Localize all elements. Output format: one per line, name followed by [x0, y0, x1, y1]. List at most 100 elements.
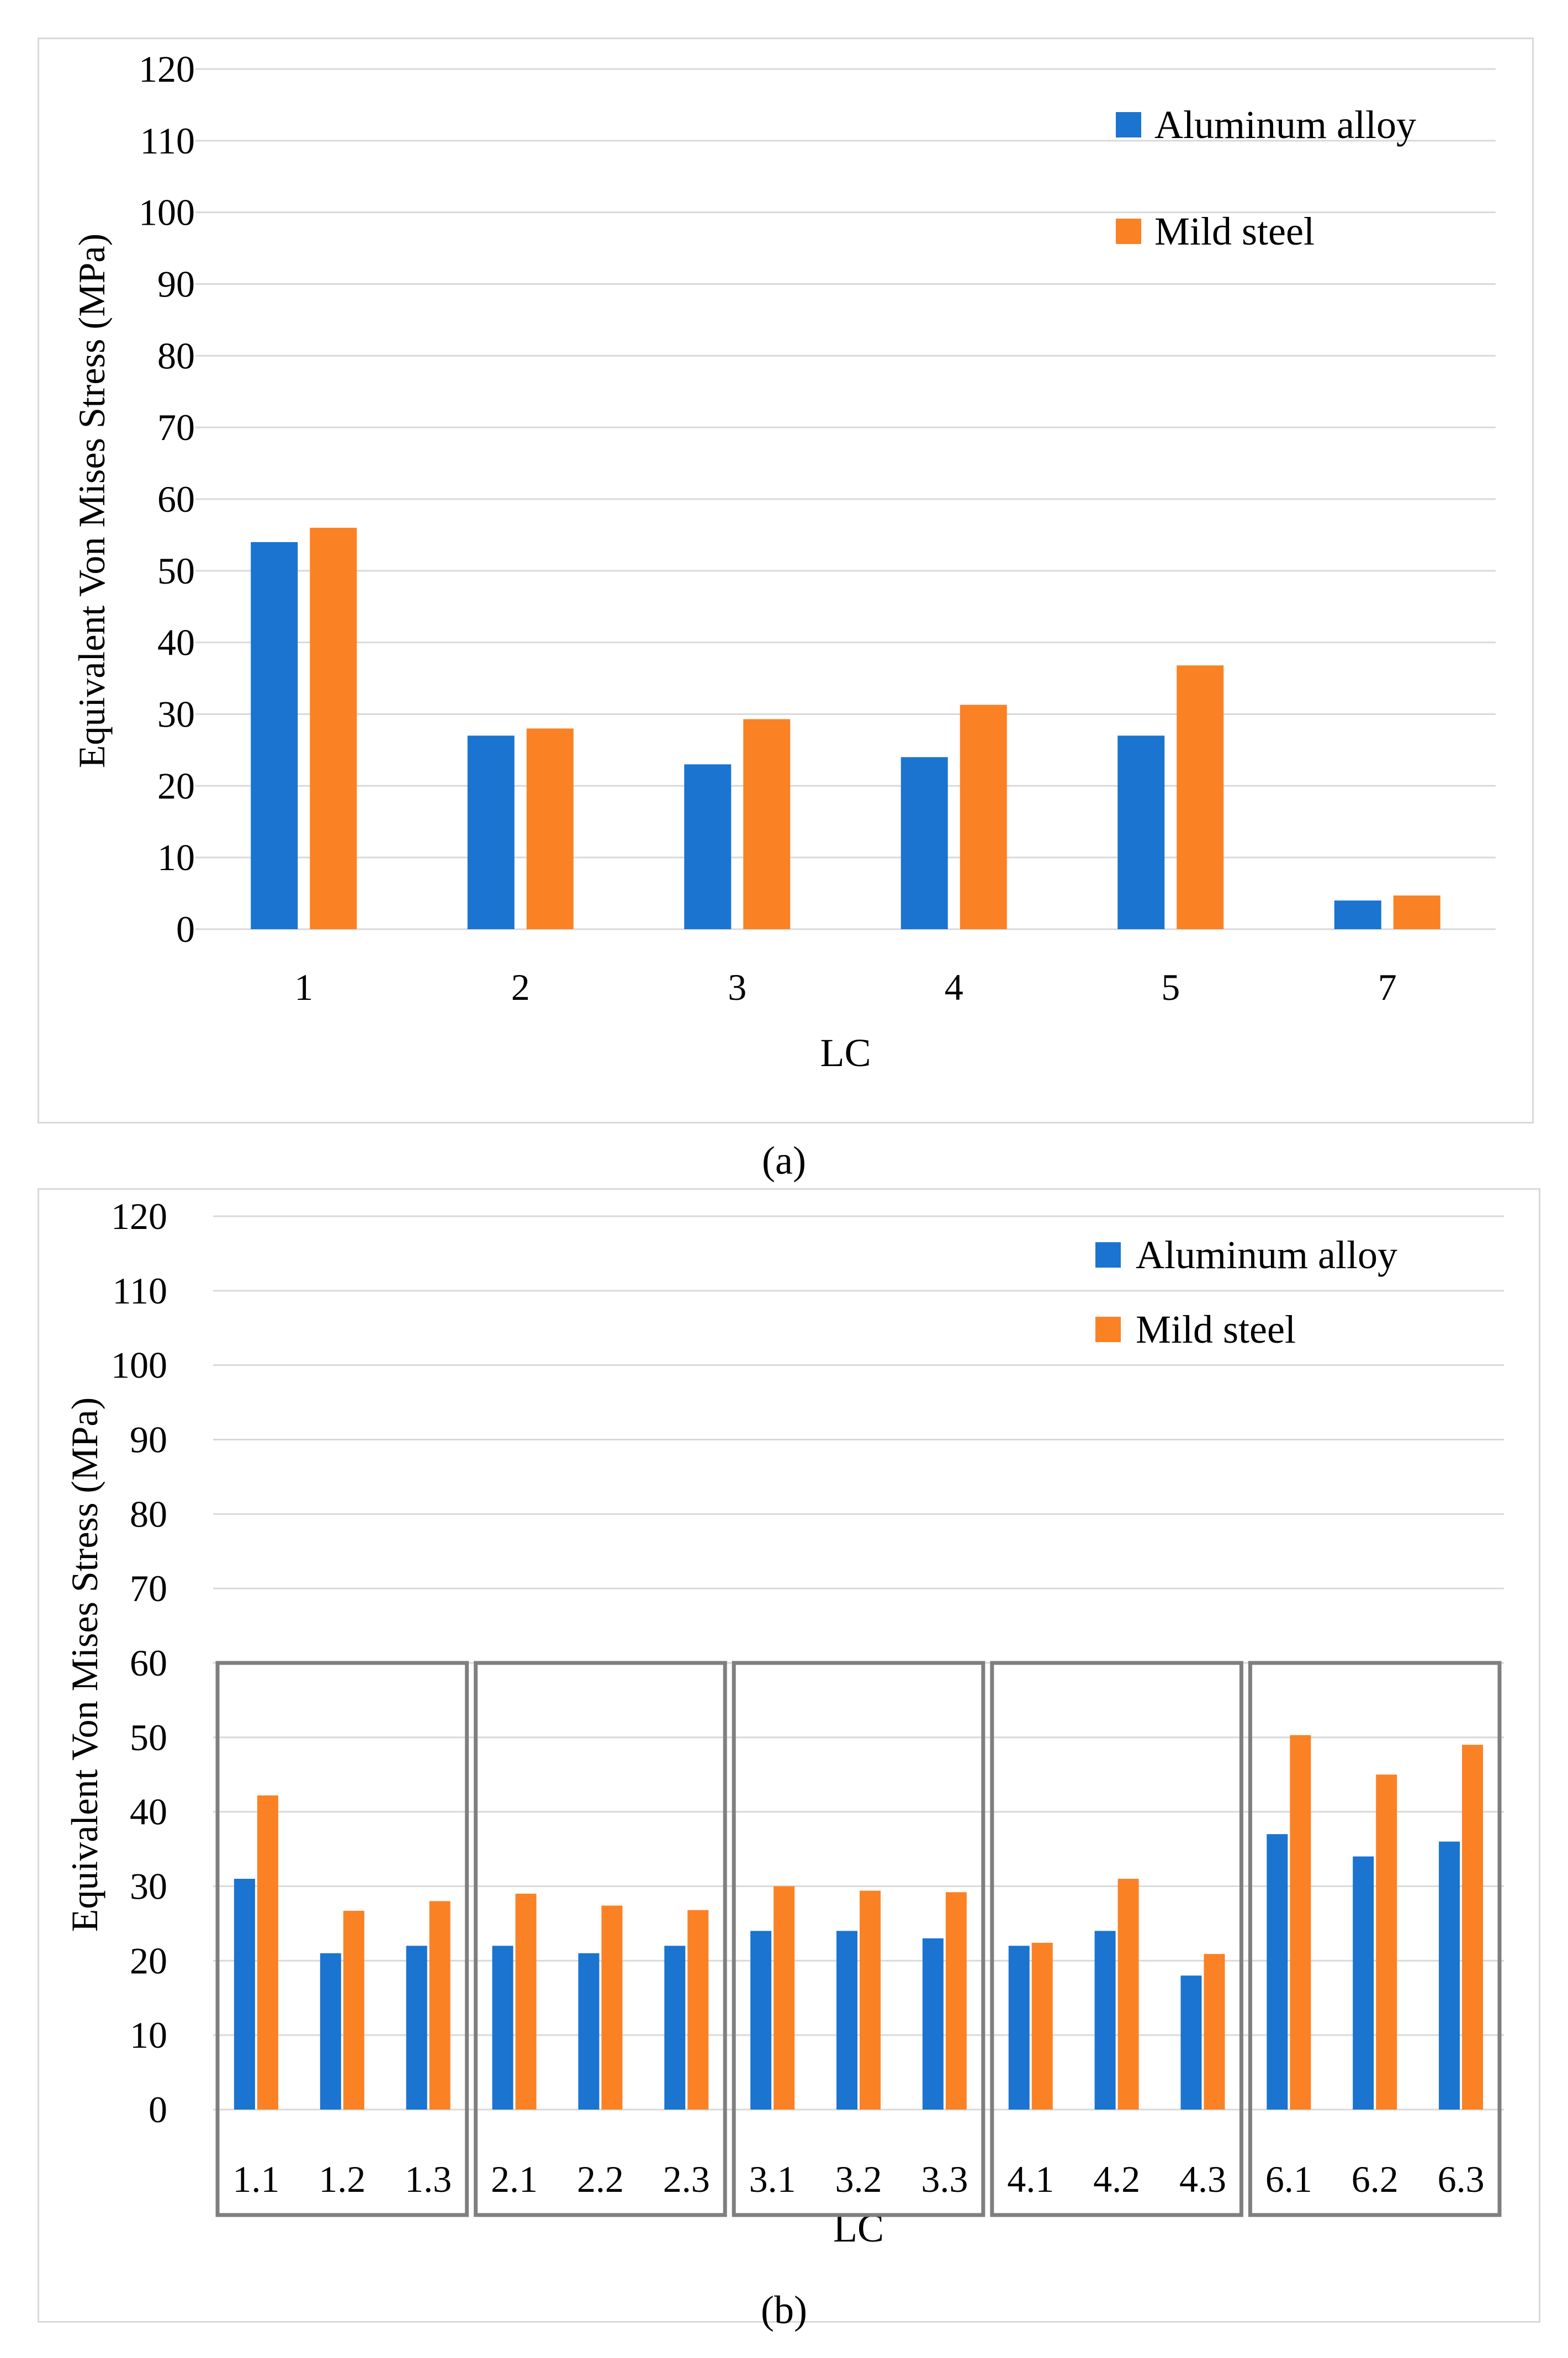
- x-tick-label: 3: [728, 966, 746, 1008]
- bar-aluminum-alloy-4.3: [1180, 1975, 1202, 2110]
- x-tick-label: 3.2: [835, 2158, 882, 2200]
- x-tick-label: 3.3: [921, 2158, 968, 2200]
- bar-aluminum-alloy-6.3: [1439, 1841, 1460, 2110]
- bar-mild-steel-1: [310, 527, 357, 929]
- bar-aluminum-alloy-2.1: [492, 1946, 513, 2110]
- group-box-2: [474, 1661, 727, 2217]
- bar-mild-steel-2.2: [601, 1905, 623, 2110]
- y-tick-label: 10: [130, 2014, 167, 2056]
- group-box-5: [1248, 1661, 1502, 2217]
- bar-mild-steel-3.2: [860, 1890, 881, 2110]
- y-tick-label: 60: [130, 1642, 167, 1684]
- x-tick-label: 7: [1378, 966, 1397, 1008]
- group-box-1: [215, 1661, 469, 2217]
- bar-mild-steel-2.3: [687, 1910, 709, 2110]
- bar-mild-steel-6.2: [1376, 1774, 1397, 2110]
- bar-aluminum-alloy-3.1: [750, 1931, 772, 2110]
- bar-mild-steel-3: [743, 719, 791, 929]
- bar-aluminum-alloy-4: [900, 757, 948, 929]
- x-tick-label: 2.1: [491, 2158, 538, 2200]
- x-tick-label: 1: [294, 966, 313, 1008]
- x-axis-label: LC: [820, 1031, 871, 1075]
- bar-aluminum-alloy-3.2: [836, 1931, 857, 2110]
- legend-label-mild-steel: Mild steel: [1154, 209, 1315, 253]
- bar-aluminum-alloy-6.2: [1353, 1856, 1374, 2110]
- chart-b-svg: 0 10 20 30 40 50 60 70 80 90 100 110 120 Equivalent V…: [63, 1195, 1504, 2250]
- bar-mild-steel-5: [1177, 665, 1224, 929]
- y-tick-label: 90: [157, 263, 195, 305]
- y-tick-label: 120: [139, 48, 195, 90]
- bar-mild-steel-6.3: [1462, 1745, 1484, 2110]
- y-axis-label: Equivalent Von Mises Stress (MPa): [63, 1397, 105, 1932]
- y-tick-label: 50: [157, 550, 195, 592]
- bar-mild-steel-2: [526, 728, 574, 929]
- y-tick-label: 30: [157, 693, 195, 735]
- bar-mild-steel-1.2: [343, 1910, 364, 2110]
- bar-mild-steel-1.1: [257, 1795, 278, 2110]
- group-box-3: [732, 1661, 986, 2217]
- legend-swatch-mild-steel: [1095, 1317, 1121, 1342]
- bar-mild-steel-4: [960, 704, 1007, 929]
- bar-aluminum-alloy-3: [684, 764, 732, 929]
- x-tick-label: 1.1: [232, 2158, 279, 2200]
- x-axis-label: LC: [833, 2206, 884, 2250]
- y-tick-label: 0: [149, 2089, 167, 2131]
- y-tick-label: 120: [111, 1195, 167, 1237]
- y-tick-label: 60: [157, 478, 195, 520]
- y-tick-label: 80: [157, 335, 195, 377]
- bar-aluminum-alloy-7: [1334, 900, 1381, 929]
- y-tick-label: 70: [130, 1567, 167, 1609]
- x-tick-label: 6.1: [1265, 2158, 1312, 2200]
- x-tick-label: 4.2: [1093, 2158, 1140, 2200]
- y-tick-label: 20: [130, 1940, 167, 1981]
- x-tick-label: 4.1: [1007, 2158, 1054, 2200]
- y-tick-label: 80: [130, 1493, 167, 1535]
- bar-aluminum-alloy-3.3: [922, 1938, 944, 2110]
- legend-label-aluminum-alloy: Aluminum alloy: [1136, 1233, 1397, 1277]
- bar-aluminum-alloy-1: [251, 542, 298, 929]
- bar-mild-steel-3.1: [774, 1886, 795, 2110]
- bar-mild-steel-3.3: [945, 1892, 967, 2110]
- y-tick-label: 20: [157, 765, 195, 807]
- x-tick-label: 2.2: [577, 2158, 624, 2200]
- y-tick-label: 0: [176, 908, 195, 950]
- bar-aluminum-alloy-2.3: [664, 1946, 686, 2110]
- bar-aluminum-alloy-6.1: [1267, 1834, 1288, 2110]
- bar-mild-steel-4.3: [1204, 1954, 1225, 2110]
- y-tick-label: 30: [130, 1866, 167, 1907]
- bar-mild-steel-6.1: [1290, 1735, 1311, 2110]
- bar-aluminum-alloy-2: [467, 735, 515, 929]
- y-tick-label: 50: [130, 1716, 167, 1758]
- y-tick-label: 110: [113, 1270, 167, 1312]
- bar-aluminum-alloy-2.2: [578, 1953, 600, 2110]
- y-tick-label: 40: [130, 1791, 167, 1833]
- bar-aluminum-alloy-4.1: [1008, 1946, 1030, 2110]
- caption-a: (a): [762, 1138, 806, 1183]
- y-tick-label: 70: [157, 406, 195, 448]
- chart-panel-a: 0 10 20 30 40 50 60 70 80 90 100 110 120 Equivalent V…: [38, 38, 1534, 1124]
- y-axis-label: Equivalent Von Mises Stress (MPa): [71, 234, 113, 768]
- y-tick-label: 110: [140, 120, 195, 162]
- x-tick-label: 2.3: [663, 2158, 710, 2200]
- y-tick-label: 100: [139, 192, 195, 234]
- legend-swatch-aluminum-alloy: [1095, 1242, 1121, 1268]
- x-tick-label: 1.3: [405, 2158, 452, 2200]
- bar-mild-steel-4.2: [1117, 1879, 1139, 2110]
- y-tick-label: 10: [157, 836, 195, 878]
- y-tick-label: 40: [157, 622, 195, 664]
- legend-swatch-mild-steel: [1116, 219, 1141, 244]
- x-tick-label: 3.1: [749, 2158, 796, 2200]
- x-tick-label: 1.2: [319, 2158, 365, 2200]
- bar-aluminum-alloy-5: [1117, 735, 1165, 929]
- x-tick-label: 6.3: [1438, 2158, 1485, 2200]
- bar-aluminum-alloy-1.2: [320, 1953, 341, 2110]
- x-tick-label: 4: [945, 966, 963, 1008]
- x-tick-label: 2: [511, 966, 530, 1008]
- x-tick-label: 5: [1161, 966, 1180, 1008]
- bar-aluminum-alloy-4.2: [1094, 1931, 1116, 2110]
- x-tick-label: 4.3: [1179, 2158, 1226, 2200]
- legend-label-mild-steel: Mild steel: [1136, 1307, 1296, 1352]
- y-tick-label: 90: [130, 1419, 167, 1461]
- y-tick-label: 100: [111, 1344, 167, 1386]
- legend-label-aluminum-alloy: Aluminum alloy: [1154, 103, 1416, 147]
